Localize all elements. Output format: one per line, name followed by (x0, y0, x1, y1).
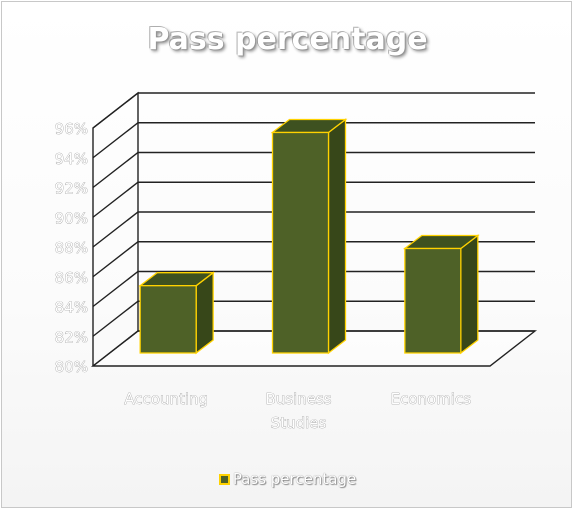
gridline (92, 151, 535, 189)
y-tick-label: 86% (55, 269, 88, 287)
y-tick-label: 94% (55, 150, 88, 168)
gridline (92, 270, 535, 308)
bar-side (195, 271, 214, 355)
gridline (92, 330, 535, 367)
legend-swatch (218, 474, 230, 485)
bar (270, 118, 348, 355)
bar-front (139, 285, 197, 354)
bar-front (404, 247, 462, 354)
x-category-label: Studies (271, 414, 327, 432)
bar (138, 271, 216, 355)
y-tick-label: 92% (55, 180, 88, 198)
gridline (92, 122, 535, 159)
x-category-label: Economics (391, 390, 472, 408)
bar (402, 234, 480, 355)
x-category-label: Business (265, 390, 331, 408)
bar-front (271, 131, 330, 354)
gridline (92, 92, 535, 129)
bar-side (460, 234, 479, 355)
gridline (92, 300, 535, 337)
chart-title: Pass percentage (147, 22, 428, 57)
x-category-label: Accounting (124, 390, 208, 408)
y-tick-label: 88% (55, 239, 88, 257)
legend: Pass percentage (0, 470, 575, 488)
y-tick-label: 84% (55, 299, 88, 317)
gridline (92, 211, 535, 248)
y-tick-label: 96% (55, 120, 88, 138)
y-tick-label: 80% (55, 358, 88, 376)
gridline (92, 241, 535, 278)
bar-side (327, 118, 347, 355)
y-tick-label: 82% (55, 328, 88, 346)
legend-label: Pass percentage (232, 470, 357, 488)
y-tick-label: 90% (55, 209, 88, 227)
gridline (92, 181, 535, 218)
